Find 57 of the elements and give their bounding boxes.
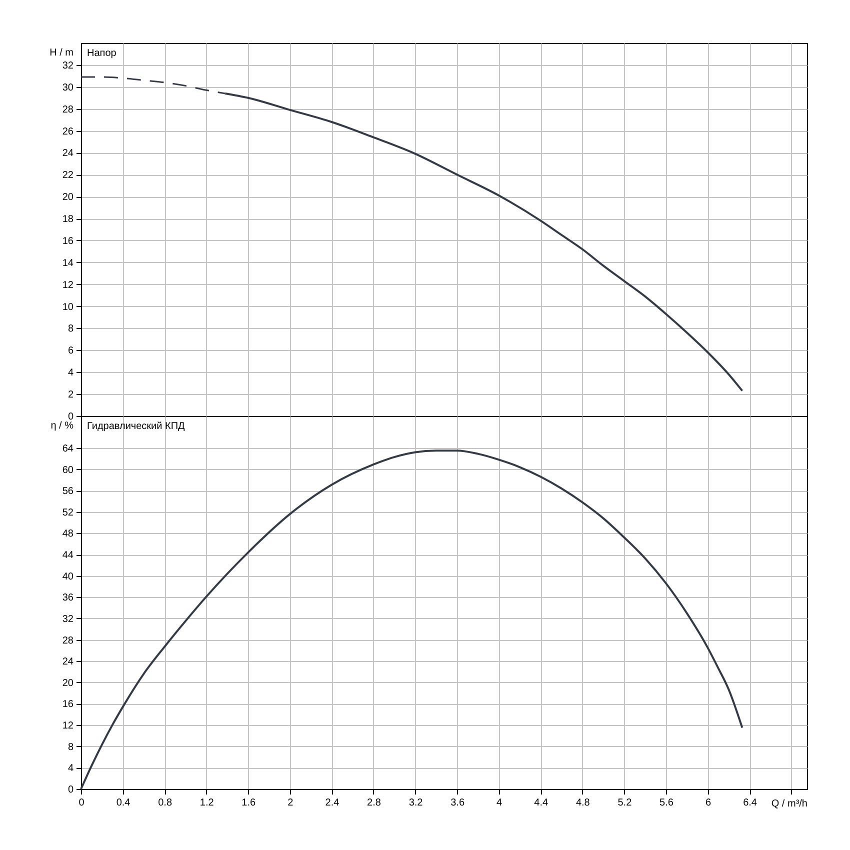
y-tick-label: 12 [62,720,74,732]
y-tick-label: 0 [68,412,74,422]
y-tick-label: 32 [62,60,74,72]
y-tick-label: 16 [62,236,74,247]
y-tick-label: 4 [68,368,74,379]
x-tick-label: 1.2 [200,798,214,808]
x-tick-label: 5.6 [660,798,674,808]
y-tick-label: 24 [62,148,74,160]
x-tick-label: 0.8 [158,798,172,808]
x-tick-label: 2.8 [367,798,382,808]
y-tick-label: 28 [62,635,74,646]
y-tick-label: 40 [62,571,74,582]
x-tick-label: 5.2 [618,798,632,808]
x-tick-label: 6.4 [743,798,758,808]
x-tick-label: 2.4 [325,798,340,808]
line-series [80,450,744,790]
y-tick-label: 20 [62,192,74,204]
x-tick-label: 3.6 [450,798,465,808]
x-tick-label: 4 [496,798,503,808]
y-tick-label: 16 [62,699,74,710]
y-tick-label: 18 [62,214,74,226]
x-tick-label: 4.4 [534,798,549,808]
y-tick-label: 14 [62,258,74,269]
y-tick-label: 52 [62,507,74,518]
y-tick-label: 0 [68,784,74,796]
y-tick-label: 32 [62,614,74,625]
y-tick-label: 10 [62,302,74,313]
y-axis-title: H / m [50,48,74,58]
chart-title: Напор [87,48,117,59]
y-tick-label: 28 [62,104,74,116]
y-tick-label: 6 [68,346,74,357]
y-tick-label: 56 [62,486,74,498]
y-tick-label: 26 [62,126,74,138]
y-tick-label: 48 [62,528,74,540]
y-tick-label: 2 [68,390,74,401]
y-tick-label: 44 [62,550,74,562]
chart-title: Гидравлический КПД [87,421,186,432]
y-tick-label: 22 [62,170,74,182]
y-tick-label: 24 [62,656,74,668]
x-axis-title: Q / m³/h [771,798,808,810]
y-tick-label: 60 [62,464,74,476]
y-tick-label: 4 [68,763,74,774]
x-tick-label: 4.8 [576,798,590,808]
y-tick-label: 30 [62,82,74,94]
x-tick-label: 0.4 [116,798,131,808]
y-tick-label: 12 [62,280,74,291]
x-tick-label: 1.6 [242,798,256,808]
x-tick-label: 6 [705,798,712,808]
y-tick-label: 8 [68,742,74,753]
y-tick-label: 36 [62,592,74,604]
x-tick-label: 3.2 [408,798,424,808]
x-tick-label: 0 [78,798,85,808]
y-tick-label: 8 [68,324,74,335]
y-tick-label: 64 [62,443,74,454]
y-tick-label: 20 [62,678,74,689]
x-tick-label: 2 [288,798,294,808]
y-axis-title: η / % [50,420,74,432]
